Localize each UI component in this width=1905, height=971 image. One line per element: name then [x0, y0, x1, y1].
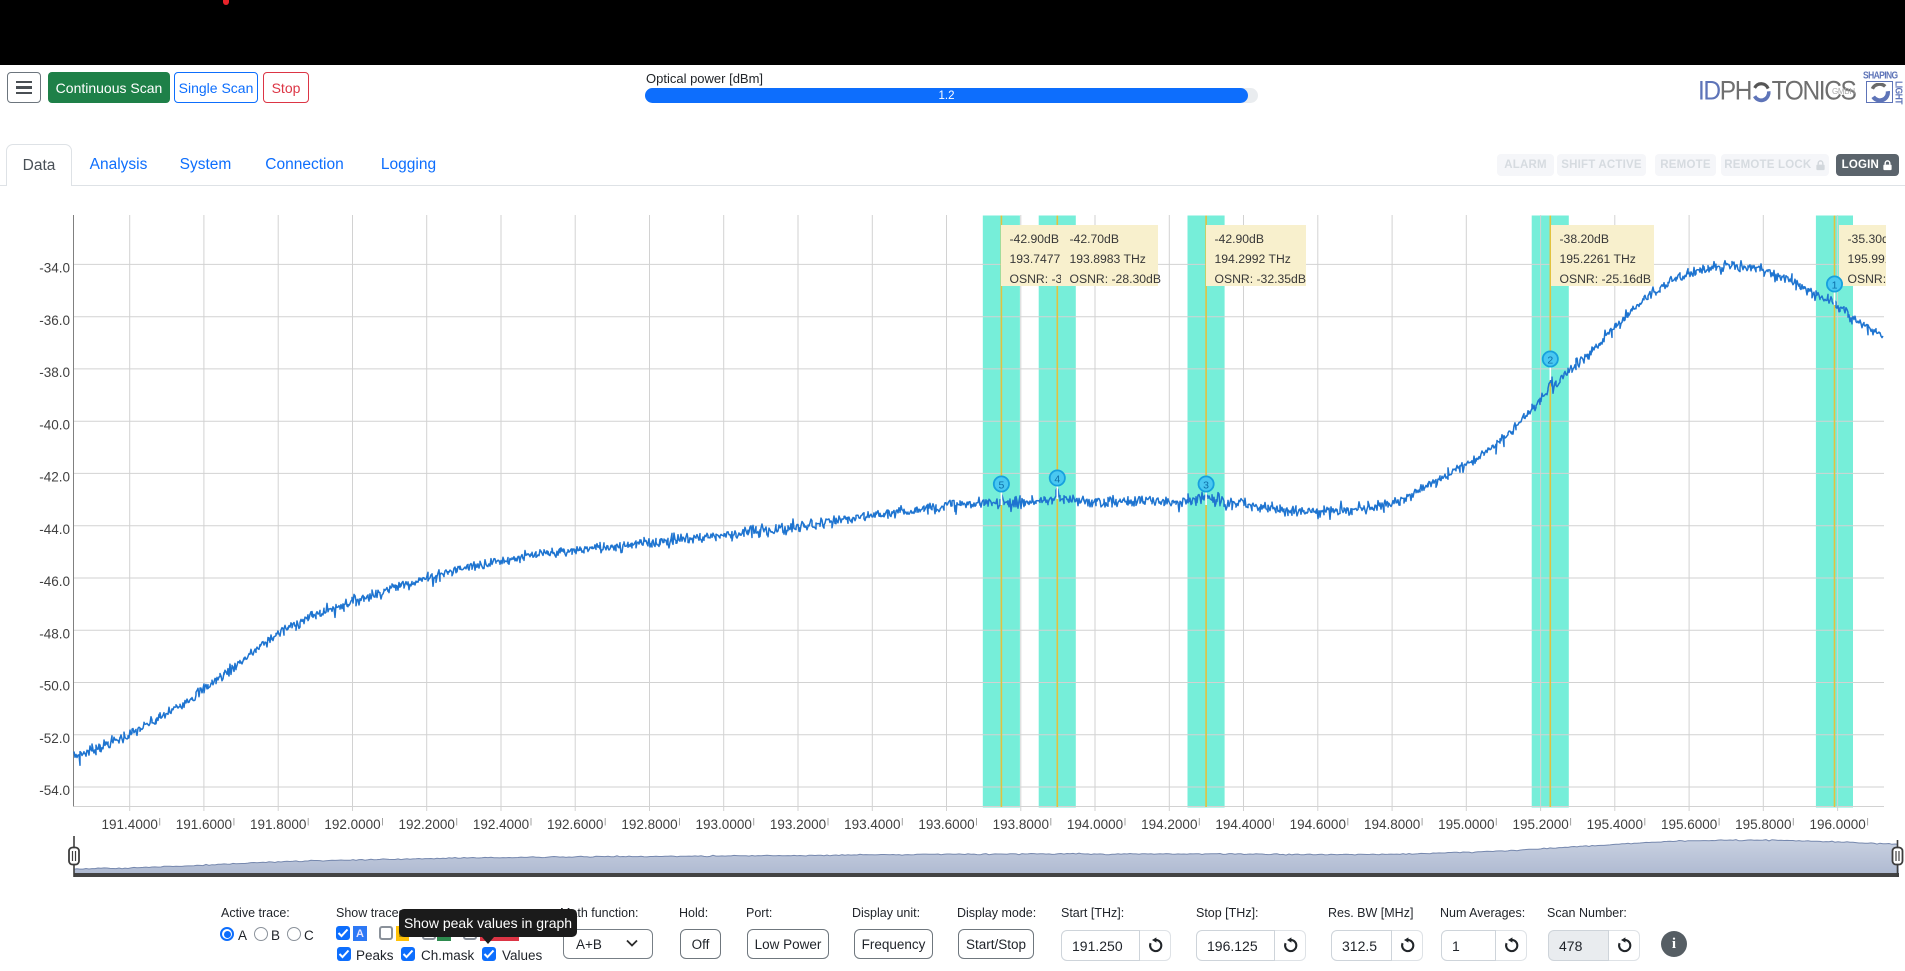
svg-text:195.6000: 195.6000 — [1661, 817, 1717, 832]
svg-text:195.8000: 195.8000 — [1735, 817, 1791, 832]
svg-text:OSNR: -32.35dB: OSNR: -32.35dB — [1215, 272, 1306, 286]
svg-text:192.0000: 192.0000 — [324, 817, 380, 832]
svg-text:-38.0: -38.0 — [39, 365, 70, 380]
svg-text:OSNR: -2: OSNR: -2 — [1848, 272, 1901, 286]
svg-text:195.9917 T: 195.9917 T — [1848, 252, 1905, 266]
svg-text:196.0000: 196.0000 — [1809, 817, 1865, 832]
svg-text:194.6000: 194.6000 — [1290, 817, 1346, 832]
svg-text:4: 4 — [1054, 473, 1060, 485]
svg-text:192.6000: 192.6000 — [547, 817, 603, 832]
svg-text:5: 5 — [998, 479, 1004, 491]
svg-text:-54.0: -54.0 — [39, 783, 70, 798]
svg-text:195.0000: 195.0000 — [1438, 817, 1494, 832]
svg-text:-34.0: -34.0 — [39, 261, 70, 276]
svg-text:194.8000: 194.8000 — [1364, 817, 1420, 832]
svg-text:193.8000: 193.8000 — [993, 817, 1049, 832]
svg-text:192.8000: 192.8000 — [621, 817, 677, 832]
svg-text:2: 2 — [1547, 354, 1553, 366]
svg-text:-42.90dB: -42.90dB — [1010, 232, 1059, 246]
svg-text:191.6000: 191.6000 — [176, 817, 232, 832]
svg-text:191.4000: 191.4000 — [102, 817, 158, 832]
svg-text:-44.0: -44.0 — [39, 522, 70, 537]
svg-text:192.2000: 192.2000 — [399, 817, 455, 832]
svg-text:-46.0: -46.0 — [39, 574, 70, 589]
svg-text:-36.0: -36.0 — [39, 313, 70, 328]
svg-text:-52.0: -52.0 — [39, 731, 70, 746]
svg-text:OSNR: -28.30dB: OSNR: -28.30dB — [1070, 272, 1161, 286]
svg-text:194.4000: 194.4000 — [1215, 817, 1271, 832]
svg-text:-38.20dB: -38.20dB — [1560, 232, 1609, 246]
svg-text:-35.30dB: -35.30dB — [1848, 232, 1897, 246]
svg-text:-42.90dB: -42.90dB — [1215, 232, 1264, 246]
svg-text:193.4000: 193.4000 — [844, 817, 900, 832]
svg-text:193.6000: 193.6000 — [918, 817, 974, 832]
svg-text:195.2261 THz: 195.2261 THz — [1560, 252, 1636, 266]
svg-text:194.2000: 194.2000 — [1141, 817, 1197, 832]
svg-text:193.8983 THz: 193.8983 THz — [1070, 252, 1146, 266]
svg-text:OSNR: -25.16dB: OSNR: -25.16dB — [1560, 272, 1651, 286]
svg-text:3: 3 — [1203, 479, 1209, 491]
svg-text:191.8000: 191.8000 — [250, 817, 306, 832]
svg-text:194.2992 THz: 194.2992 THz — [1215, 252, 1291, 266]
svg-text:-48.0: -48.0 — [39, 626, 70, 641]
svg-text:1: 1 — [1832, 279, 1838, 291]
svg-text:192.4000: 192.4000 — [473, 817, 529, 832]
svg-text:-42.0: -42.0 — [39, 470, 70, 485]
svg-text:194.0000: 194.0000 — [1067, 817, 1123, 832]
svg-text:-50.0: -50.0 — [39, 679, 70, 694]
svg-text:-40.0: -40.0 — [39, 417, 70, 432]
svg-text:195.4000: 195.4000 — [1587, 817, 1643, 832]
svg-text:-42.70dB: -42.70dB — [1070, 232, 1119, 246]
svg-text:195.2000: 195.2000 — [1512, 817, 1568, 832]
svg-text:193.2000: 193.2000 — [770, 817, 826, 832]
svg-text:193.0000: 193.0000 — [696, 817, 752, 832]
